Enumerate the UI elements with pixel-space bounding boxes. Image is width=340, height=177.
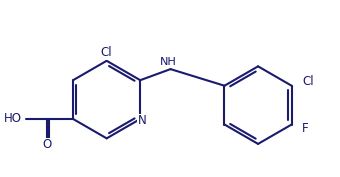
Text: O: O bbox=[42, 138, 51, 151]
Text: Cl: Cl bbox=[302, 75, 313, 88]
Text: Cl: Cl bbox=[101, 46, 113, 59]
Text: N: N bbox=[138, 114, 147, 127]
Text: F: F bbox=[302, 122, 309, 135]
Text: HO: HO bbox=[4, 112, 22, 125]
Text: NH: NH bbox=[160, 57, 177, 67]
